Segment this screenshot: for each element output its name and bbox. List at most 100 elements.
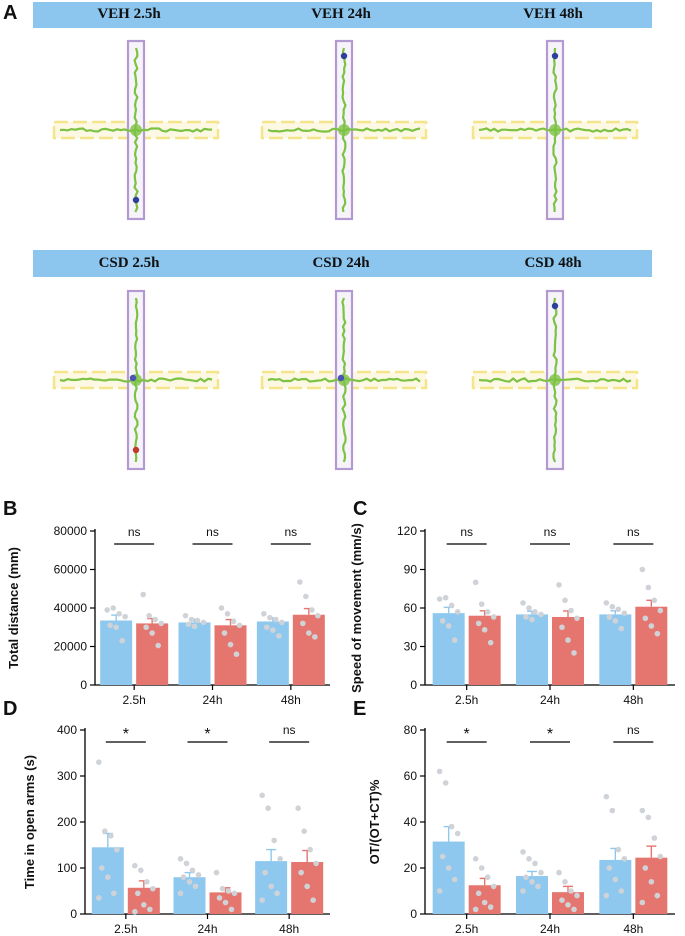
y-tick-label: 40 (404, 815, 418, 829)
data-point (110, 605, 116, 611)
data-point (182, 612, 189, 619)
bar-veh-24h (178, 622, 211, 685)
chart-total-distance: 0 20000 40000 60000 80000 Total distance (mm)… (6, 524, 330, 705)
panel-label-a: A (3, 2, 18, 24)
data-point (306, 630, 312, 636)
data-point (303, 593, 309, 600)
data-point (113, 624, 119, 631)
data-point (261, 610, 267, 617)
data-point (475, 890, 482, 897)
data-point (96, 759, 102, 765)
center-zone-track (549, 374, 561, 386)
significance-label: ns (627, 525, 640, 539)
data-point (177, 890, 184, 897)
data-point (271, 837, 277, 844)
data-point (436, 596, 443, 602)
panel-label-c: C (353, 498, 368, 520)
data-point (442, 594, 449, 601)
significance-label: * (464, 726, 470, 743)
data-point (265, 805, 271, 811)
data-point (221, 630, 228, 636)
position-marker (337, 374, 345, 382)
y-axis-label: Total distance (mm) (6, 547, 21, 669)
data-point (262, 869, 268, 876)
y-axis-label: Time in open arms (s) (22, 755, 37, 889)
bar-csd-24h (552, 616, 584, 685)
data-point (639, 899, 646, 906)
y-tick-label: 300 (57, 769, 77, 783)
x-tick-label: 48h (623, 922, 643, 936)
significance-label: * (547, 726, 553, 743)
significance-label: * (123, 726, 129, 743)
data-point (228, 906, 235, 913)
data-point (219, 885, 226, 892)
y-tick-label: 80 (404, 723, 418, 737)
y-tick-label: 100 (57, 861, 77, 875)
data-point (104, 607, 110, 613)
data-point (267, 614, 273, 621)
data-point (116, 610, 122, 617)
bar-csd-48h (635, 606, 668, 685)
data-point (439, 853, 446, 860)
data-point (645, 584, 652, 591)
bar-veh-24h (516, 614, 548, 685)
x-tick-label: 2.5h (455, 922, 478, 936)
data-point (436, 768, 443, 775)
x-tick-label: 48h (281, 693, 301, 705)
position-marker (132, 196, 140, 204)
data-point (454, 830, 461, 837)
data-point (152, 616, 158, 623)
y-tick-label: 40000 (54, 601, 88, 615)
data-point (472, 856, 479, 862)
data-point (651, 835, 658, 841)
bar-veh-48h (599, 614, 632, 685)
data-point (132, 908, 138, 915)
maze-label-csd-48h: CSD 48h (524, 255, 582, 271)
data-point (310, 897, 316, 903)
data-point (562, 597, 568, 604)
data-point (218, 605, 225, 611)
x-tick-label: 2.5h (455, 693, 478, 705)
data-point (642, 615, 649, 622)
maze-label-csd-24h: CSD 24h (312, 255, 370, 271)
significance-label: ns (627, 723, 640, 737)
data-point (609, 807, 616, 814)
bar-csd-48h (635, 857, 668, 914)
maze-csd-24h (260, 289, 428, 471)
x-tick-label: 48h (623, 693, 643, 705)
data-point (149, 630, 155, 636)
data-point (612, 876, 619, 883)
data-point (270, 627, 276, 633)
data-point (191, 623, 198, 630)
data-point (654, 892, 661, 899)
data-point (475, 620, 482, 627)
maze-label-veh-48h: VEH 48h (523, 6, 583, 22)
data-point (603, 600, 610, 606)
data-point (274, 890, 280, 897)
data-point (451, 876, 458, 883)
data-point (177, 856, 184, 862)
data-point (609, 603, 616, 610)
data-point (222, 899, 229, 906)
x-tick-label: 2.5h (122, 693, 145, 705)
data-point (484, 874, 491, 880)
data-point (276, 633, 282, 639)
data-point (565, 637, 571, 643)
data-point (559, 897, 565, 903)
data-point (107, 622, 113, 629)
data-point (532, 860, 538, 867)
data-point (559, 624, 565, 631)
y-tick-label: 20000 (54, 640, 88, 654)
data-point (230, 618, 237, 625)
significance-label: ns (284, 525, 297, 539)
data-point (520, 888, 526, 894)
significance-label: ns (283, 723, 296, 737)
data-point (487, 639, 494, 646)
data-point (96, 895, 102, 901)
data-point (565, 902, 571, 908)
data-point (194, 617, 201, 624)
bar-csd-24h (214, 625, 247, 685)
data-point (315, 612, 321, 619)
data-point (108, 833, 114, 839)
